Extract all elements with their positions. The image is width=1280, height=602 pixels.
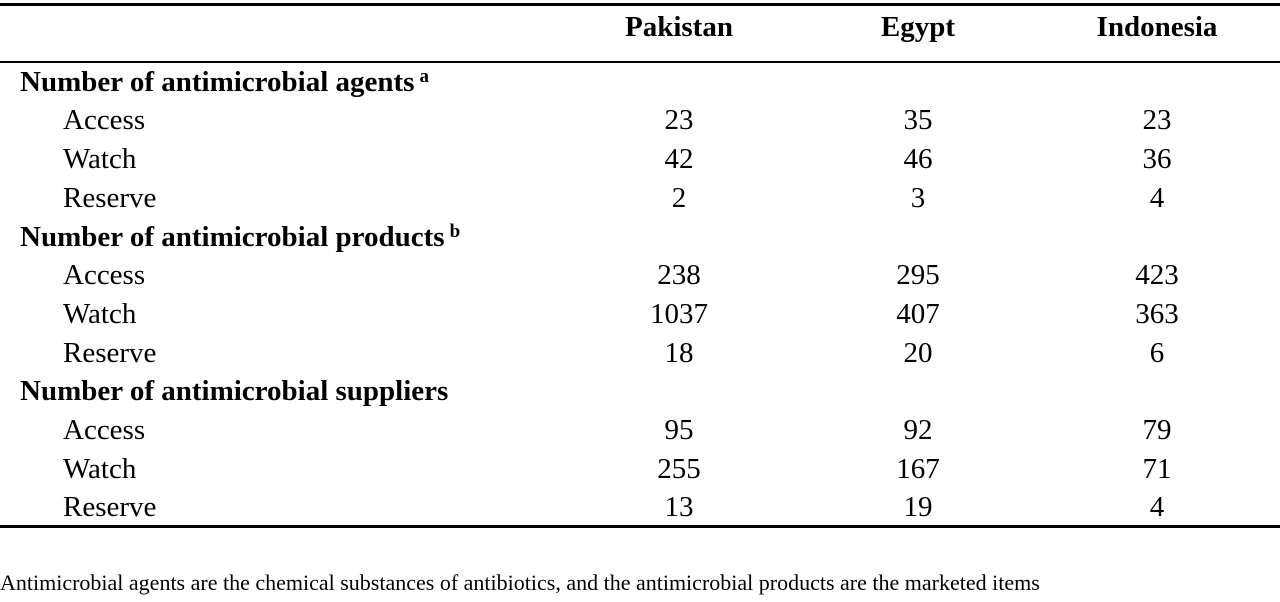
cell-pakistan: 238 (657, 259, 701, 291)
row-label: Watch (63, 453, 137, 485)
row-label: Access (63, 259, 146, 291)
cell-indonesia: 363 (1135, 298, 1179, 330)
cell-pakistan: 1037 (650, 298, 708, 330)
cell-pakistan: 13 (664, 491, 694, 523)
row-label: Reserve (63, 337, 157, 369)
footnote-marker: b (449, 221, 461, 242)
cell-egypt: 407 (896, 298, 940, 330)
cell-indonesia: 36 (1142, 143, 1172, 175)
section-title-text: Number of antimicrobial agents (20, 66, 415, 98)
table-row: Reserve 13 19 4 (0, 488, 1280, 526)
column-header-egypt: Egypt (880, 11, 956, 43)
table-row: Watch 255 167 71 (0, 450, 1280, 488)
cell-indonesia: 23 (1142, 104, 1172, 136)
table-footnote: Antimicrobial agents are the chemical su… (0, 570, 1040, 595)
table-row: Access 95 92 79 (0, 411, 1280, 449)
cell-pakistan: 42 (664, 143, 694, 175)
cell-indonesia: 71 (1142, 453, 1172, 485)
cell-indonesia: 4 (1149, 491, 1165, 523)
row-label: Access (63, 414, 146, 446)
section-heading-agents: Number of antimicrobial agents a (0, 63, 1280, 101)
column-header-pakistan: Pakistan (625, 11, 733, 43)
cell-egypt: 35 (903, 104, 933, 136)
table-top-rule (0, 3, 1280, 6)
cell-egypt: 92 (903, 414, 933, 446)
cell-pakistan: 18 (664, 337, 694, 369)
cell-egypt: 167 (896, 453, 940, 485)
column-header-indonesia: Indonesia (1096, 11, 1218, 43)
cell-egypt: 46 (903, 143, 933, 175)
cell-pakistan: 95 (664, 414, 694, 446)
cell-indonesia: 4 (1149, 182, 1165, 214)
row-label: Watch (63, 143, 137, 175)
section-heading-products: Number of antimicrobial products b (0, 218, 1280, 256)
table-row: Watch 42 46 36 (0, 140, 1280, 178)
cell-indonesia: 79 (1142, 414, 1172, 446)
cell-pakistan: 255 (657, 453, 701, 485)
row-label: Access (63, 104, 146, 136)
row-label: Watch (63, 298, 137, 330)
table-header-rule (0, 61, 1280, 63)
table-row: Access 238 295 423 (0, 256, 1280, 294)
footnote-marker: a (419, 66, 429, 87)
table-header-row: Pakistan Egypt Indonesia (0, 8, 1280, 46)
cell-egypt: 295 (896, 259, 940, 291)
table-row: Watch 1037 407 363 (0, 295, 1280, 333)
section-title-text: Number of antimicrobial products (20, 221, 445, 253)
cell-pakistan: 2 (671, 182, 687, 214)
table-bottom-rule (0, 525, 1280, 528)
section-heading-suppliers: Number of antimicrobial suppliers (0, 372, 1280, 410)
cell-egypt: 20 (903, 337, 933, 369)
section-title: Number of antimicrobial suppliers (20, 375, 449, 407)
table-row: Access 23 35 23 (0, 101, 1280, 139)
cell-indonesia: 6 (1149, 337, 1165, 369)
row-label: Reserve (63, 182, 157, 214)
section-title: Number of antimicrobial products b (20, 218, 460, 256)
table-row: Reserve 2 3 4 (0, 179, 1280, 217)
row-label: Reserve (63, 491, 157, 523)
table-row: Reserve 18 20 6 (0, 334, 1280, 372)
section-title: Number of antimicrobial agents a (20, 63, 429, 101)
cell-indonesia: 423 (1135, 259, 1179, 291)
cell-egypt: 3 (910, 182, 926, 214)
cell-pakistan: 23 (664, 104, 694, 136)
cell-egypt: 19 (903, 491, 933, 523)
